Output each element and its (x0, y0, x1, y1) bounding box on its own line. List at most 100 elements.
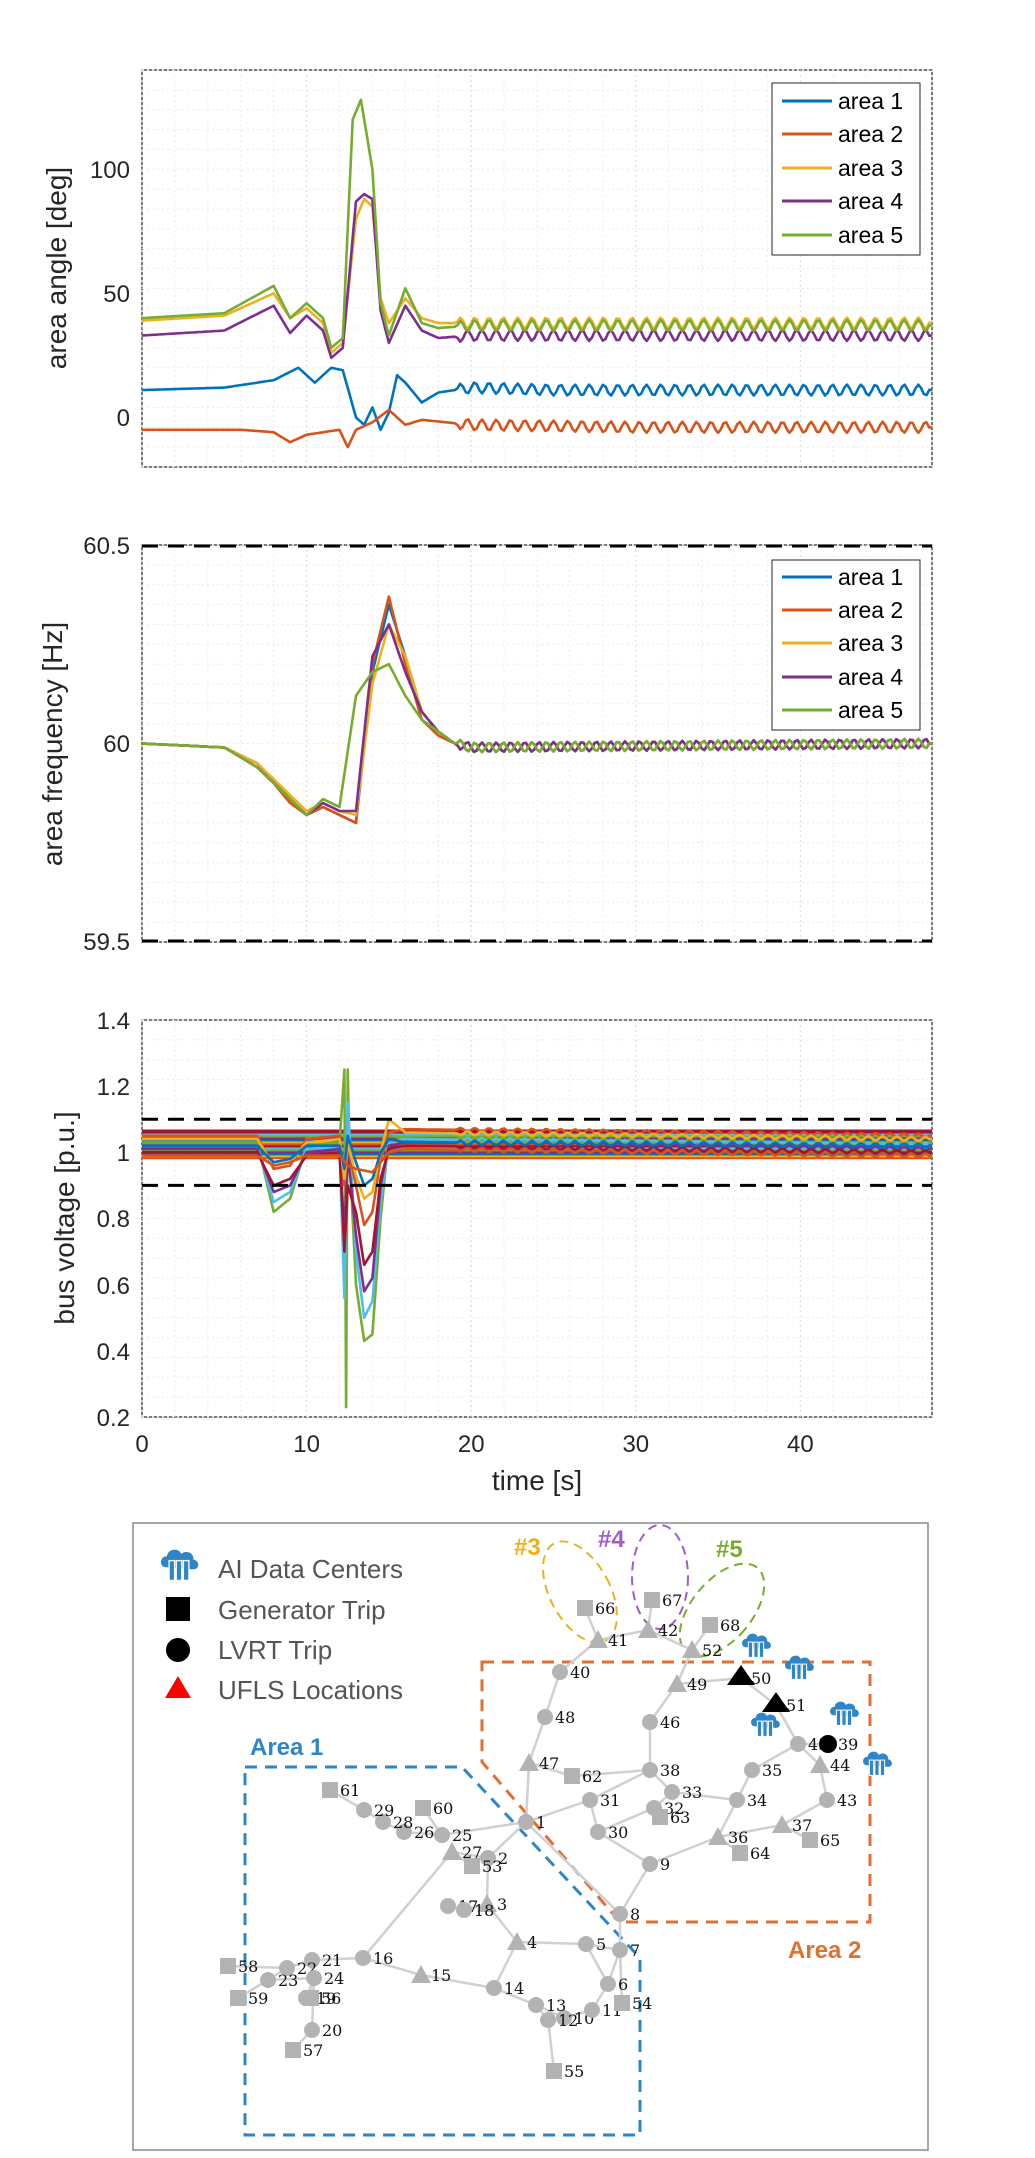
angle-legend-label-4: area 4 (838, 188, 903, 214)
group-3-label: #3 (514, 1534, 541, 1561)
edge-33-34 (671, 1790, 738, 1802)
voltage-ytick-1.2: 1.2 (97, 1074, 130, 1101)
node-label-53: 53 (482, 1857, 502, 1876)
frequency-ytick-60.5: 60.5 (83, 533, 130, 560)
legend-ai-datacenters: AI Data Centers (218, 1554, 403, 1584)
edge-38-62 (571, 1768, 651, 1778)
generator-trip-icon (166, 1597, 190, 1621)
edge-1-8 (525, 1821, 621, 1915)
edge-22-58 (227, 1964, 288, 1970)
node-57-square (285, 2042, 301, 2058)
node-label-63: 63 (670, 1808, 690, 1827)
lvrt-trip-marker-39 (819, 1735, 837, 1753)
node-24-circle (306, 1970, 322, 1986)
node-label-13: 13 (546, 1996, 566, 2015)
lvrt-trip-icon (166, 1638, 190, 1662)
series-line-area-4 (141, 192, 933, 360)
legend-generator-trip: Generator Trip (218, 1595, 386, 1625)
edge-36-37 (717, 1823, 783, 1839)
frequency-legend-label-4: area 4 (838, 664, 903, 690)
node-label-12: 12 (558, 2011, 578, 2030)
voltage-ytick-1: 1 (117, 1140, 130, 1167)
node-42-triangle (638, 1620, 658, 1638)
angle-ytick-0: 0 (117, 405, 130, 432)
edge-7-54 (618, 1949, 624, 2004)
edge-14-15 (420, 1973, 495, 1990)
node-68-square (702, 1617, 718, 1633)
edge-4-5 (516, 1940, 587, 1946)
series-line-bus-E (142, 1126, 933, 1227)
node-15-triangle (411, 1965, 431, 1983)
xtick-40: 40 (787, 1431, 814, 1458)
voltage-ytick-1.4: 1.4 (97, 1008, 130, 1035)
node-label-47: 47 (539, 1754, 559, 1773)
edge-16-27 (362, 1851, 453, 1959)
node-5-circle (578, 1936, 594, 1952)
frequency-legend-label-1: area 1 (838, 564, 903, 590)
node-label-41: 41 (608, 1631, 628, 1650)
node-label-51: 51 (786, 1696, 806, 1715)
node-label-20: 20 (322, 2021, 342, 2040)
node-label-32: 32 (664, 1799, 684, 1818)
node-label-44: 44 (830, 1756, 850, 1775)
node-label-23: 23 (278, 1971, 298, 1990)
node-20-circle (304, 2022, 320, 2038)
edge-9-36 (649, 1835, 719, 1866)
angle-ylabel: area angle [deg] (41, 167, 72, 369)
frequency-ytick-60: 60 (103, 731, 130, 758)
node-56-square (303, 1990, 319, 2006)
node-28-circle (375, 1814, 391, 1830)
node-25-circle (434, 1827, 450, 1843)
node-49-triangle (667, 1674, 687, 1692)
angle-legend-label-3: area 3 (838, 155, 903, 181)
node-label-14: 14 (504, 1979, 524, 1998)
map-frame (132, 1522, 929, 2151)
edge-1-2 (487, 1821, 527, 1859)
voltage-ytick-0.8: 0.8 (97, 1206, 130, 1233)
edge-42-41 (597, 1628, 649, 1642)
angle-legend-label-2: area 2 (838, 121, 903, 147)
edge-49-50 (676, 1676, 742, 1686)
node-64-square (732, 1845, 748, 1861)
node-label-39: 39 (838, 1735, 858, 1754)
node-label-52: 52 (702, 1641, 722, 1660)
node-label-57: 57 (303, 2041, 323, 2060)
frequency-legend-label-3: area 3 (838, 630, 903, 656)
angle-ytick-50: 50 (103, 281, 130, 308)
node-12-circle (540, 2012, 556, 2028)
node-label-5: 5 (596, 1935, 606, 1954)
node-label-9: 9 (660, 1855, 670, 1874)
node-62-square (564, 1768, 580, 1784)
node-label-48: 48 (555, 1708, 575, 1727)
node-59-square (230, 1990, 246, 2006)
group-5-label: #5 (716, 1536, 743, 1563)
node-27-triangle (442, 1842, 462, 1860)
node-label-7: 7 (630, 1941, 640, 1960)
group-3-ellipse (542, 1540, 618, 1644)
node-label-29: 29 (374, 1801, 394, 1820)
generator-trip-marker-50 (727, 1665, 755, 1685)
angle-ytick-100: 100 (90, 157, 130, 184)
node-label-43: 43 (837, 1791, 857, 1810)
legend-ufls-locations: UFLS Locations (218, 1675, 403, 1705)
node-label-24: 24 (324, 1969, 344, 1988)
voltage-ytick-0.2: 0.2 (97, 1405, 130, 1432)
ufls-location-icon (165, 1676, 191, 1698)
area-2-label: Area 2 (788, 1937, 861, 1964)
node-label-49: 49 (687, 1675, 707, 1694)
frequency-series (141, 595, 933, 825)
node-21-circle (304, 1952, 320, 1968)
node-label-55: 55 (564, 2062, 584, 2081)
angle-legend-label-1: area 1 (838, 88, 903, 114)
node-label-64: 64 (750, 1844, 770, 1863)
time-xlabel: time [s] (492, 1465, 582, 1496)
node-14-circle (486, 1980, 502, 1996)
angle-legend-label-5: area 5 (838, 222, 903, 248)
frequency-legend-label-5: area 5 (838, 697, 903, 723)
node-47-triangle (519, 1753, 539, 1771)
node-label-2: 2 (498, 1849, 508, 1868)
node-label-62: 62 (582, 1767, 602, 1786)
node-60-square (415, 1800, 431, 1816)
node-52-triangle (682, 1640, 702, 1658)
